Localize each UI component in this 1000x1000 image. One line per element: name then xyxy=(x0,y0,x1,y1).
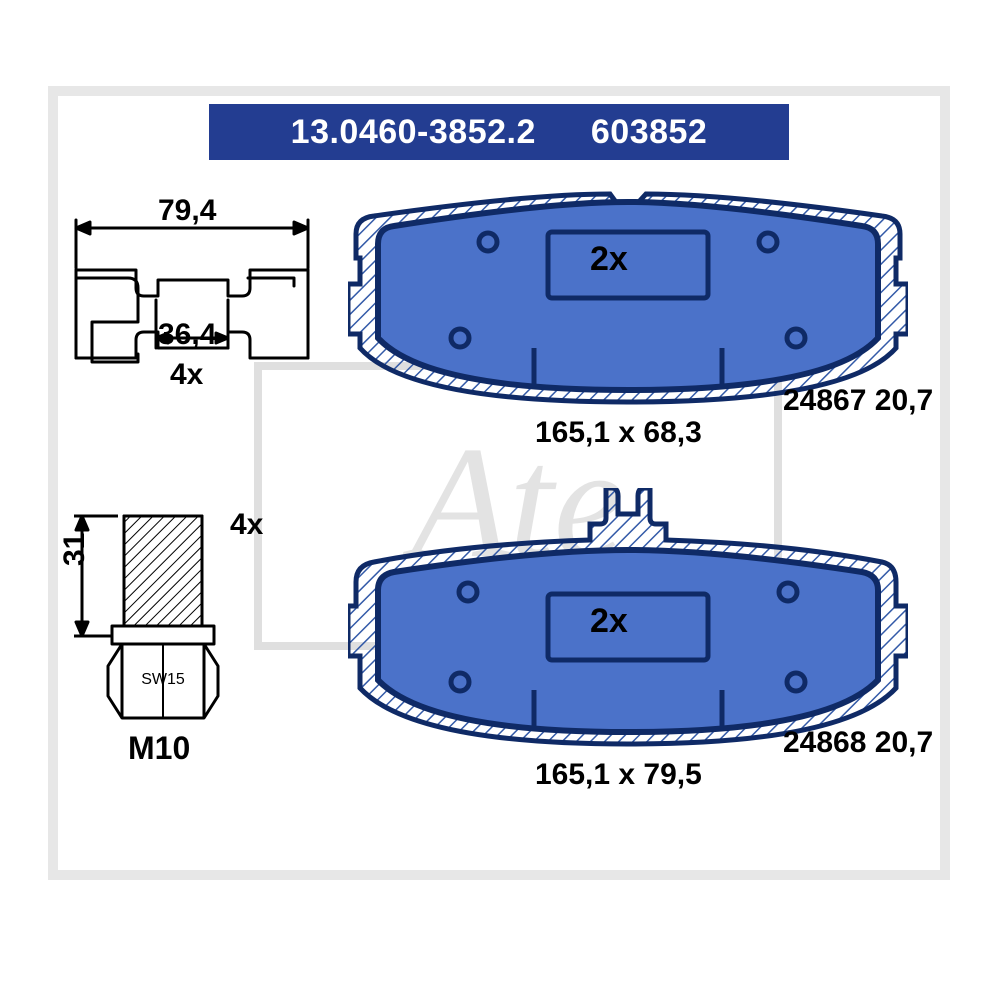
title-shortno: 603852 xyxy=(591,113,707,152)
pad-bottom-drawing xyxy=(348,488,908,758)
clip-qty-label: 4x xyxy=(170,358,203,392)
diagram-stage: 13.0460-3852.2 603852 Ate xyxy=(58,96,940,870)
title-partno: 13.0460-3852.2 xyxy=(291,113,536,152)
title-bar: 13.0460-3852.2 603852 xyxy=(209,104,789,160)
bolt-qty-label: 4x xyxy=(230,508,263,542)
bolt-length-label: 31 xyxy=(58,533,92,566)
clip-width-label: 79,4 xyxy=(158,194,216,228)
pad-top-ref: 24867 20,7 xyxy=(783,384,933,418)
clip-inner-label: 36,4 xyxy=(158,318,216,352)
pad-top-dim: 165,1 x 68,3 xyxy=(535,416,702,450)
diagram-frame: 13.0460-3852.2 603852 Ate xyxy=(48,86,950,880)
pad-bottom-dim: 165,1 x 79,5 xyxy=(535,758,702,792)
pad-bottom-ref: 24868 20,7 xyxy=(783,726,933,760)
bolt-head-text: SW15 xyxy=(141,671,185,688)
pad-top-qty: 2x xyxy=(590,240,628,279)
pad-bottom-qty: 2x xyxy=(590,602,628,641)
bolt-thread-label: M10 xyxy=(128,730,190,767)
